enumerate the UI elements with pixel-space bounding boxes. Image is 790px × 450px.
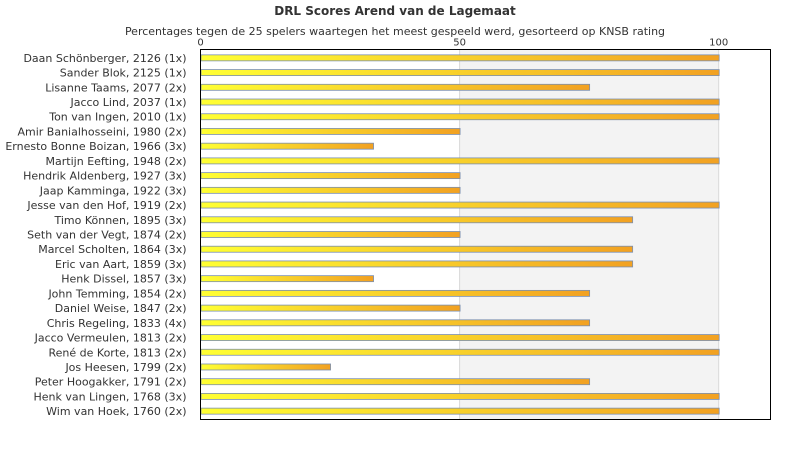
- bar: [200, 186, 461, 194]
- bar: [200, 319, 591, 327]
- category-label: Jesse van den Hof, 1919 (2x): [26, 199, 186, 212]
- bar: [200, 245, 634, 253]
- bar: [200, 289, 591, 297]
- category-label: Henk van Lingen, 1768 (3x): [33, 390, 186, 403]
- category-label: Lisanne Taams, 2077 (2x): [45, 81, 186, 94]
- category-label: Jaap Kamminga, 1922 (3x): [39, 184, 187, 197]
- bar: [200, 275, 374, 283]
- bar: [200, 201, 720, 209]
- bar: [200, 54, 720, 62]
- bars: [200, 54, 720, 415]
- category-label: Martijn Eefting, 1948 (2x): [46, 155, 187, 168]
- bar: [200, 142, 374, 150]
- category-label: Timo Können, 1895 (3x): [53, 214, 186, 227]
- x-tick-labels: 0 50 100: [197, 38, 728, 49]
- bar: [200, 393, 720, 400]
- bar: [200, 83, 591, 91]
- chart-subtitle: Percentages tegen de 25 spelers waartege…: [124, 25, 666, 38]
- plot-frame: [200, 49, 771, 420]
- bar: [200, 128, 461, 135]
- bar: [200, 113, 720, 121]
- bar: [200, 69, 720, 76]
- bar: [200, 407, 720, 415]
- bar: [200, 260, 634, 268]
- x-tick-label: 0: [197, 38, 203, 49]
- category-label: Jacco Lind, 2037 (1x): [69, 96, 186, 109]
- category-label: Jacco Vermeulen, 1813 (2x): [34, 332, 187, 345]
- category-label: Ernesto Bonne Boizan, 1966 (3x): [5, 140, 186, 153]
- category-label: Seth van der Vegt, 1874 (2x): [27, 229, 186, 242]
- bar: [200, 363, 331, 371]
- category-label: Sander Blok, 2125 (1x): [60, 67, 187, 80]
- bar: [200, 334, 720, 341]
- bar: [200, 348, 720, 356]
- chart-title: DRL Scores Arend van de Lagemaat: [274, 4, 516, 18]
- grid-band: [459, 49, 719, 420]
- x-tick-label: 100: [709, 38, 728, 49]
- bar: [200, 378, 591, 386]
- category-label: Ton van Ingen, 2010 (1x): [48, 111, 186, 124]
- bar: [200, 231, 461, 238]
- bar: [200, 304, 461, 312]
- x-tick-label: 50: [453, 38, 466, 49]
- category-label: Eric van Aart, 1859 (3x): [55, 258, 186, 271]
- bar: [200, 172, 461, 180]
- category-label: Henk Dissel, 1857 (3x): [61, 273, 186, 286]
- bar: [200, 157, 720, 165]
- category-label: Daniel Weise, 1847 (2x): [55, 302, 187, 315]
- category-label: René de Korte, 1813 (2x): [49, 346, 187, 359]
- category-label: Wim van Hoek, 1760 (2x): [46, 405, 186, 418]
- category-label: Peter Hoogakker, 1791 (2x): [35, 376, 187, 389]
- bar: [200, 98, 720, 106]
- category-label: John Temming, 1854 (2x): [47, 287, 186, 300]
- category-label: Jos Heesen, 1799 (2x): [64, 361, 186, 374]
- category-label: Chris Regeling, 1833 (4x): [47, 317, 187, 330]
- category-label: Marcel Scholten, 1864 (3x): [38, 243, 186, 256]
- category-labels: Daan Schönberger, 2126 (1x) Sander Blok, …: [5, 52, 186, 418]
- bar: [200, 216, 634, 224]
- category-label: Amir Banialhosseini, 1980 (2x): [17, 125, 186, 138]
- category-label: Daan Schönberger, 2126 (1x): [23, 52, 186, 65]
- category-label: Hendrik Aldenberg, 1927 (3x): [23, 170, 186, 183]
